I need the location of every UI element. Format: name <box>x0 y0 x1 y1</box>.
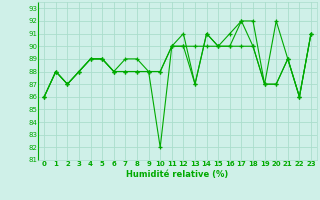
X-axis label: Humidité relative (%): Humidité relative (%) <box>126 170 229 179</box>
